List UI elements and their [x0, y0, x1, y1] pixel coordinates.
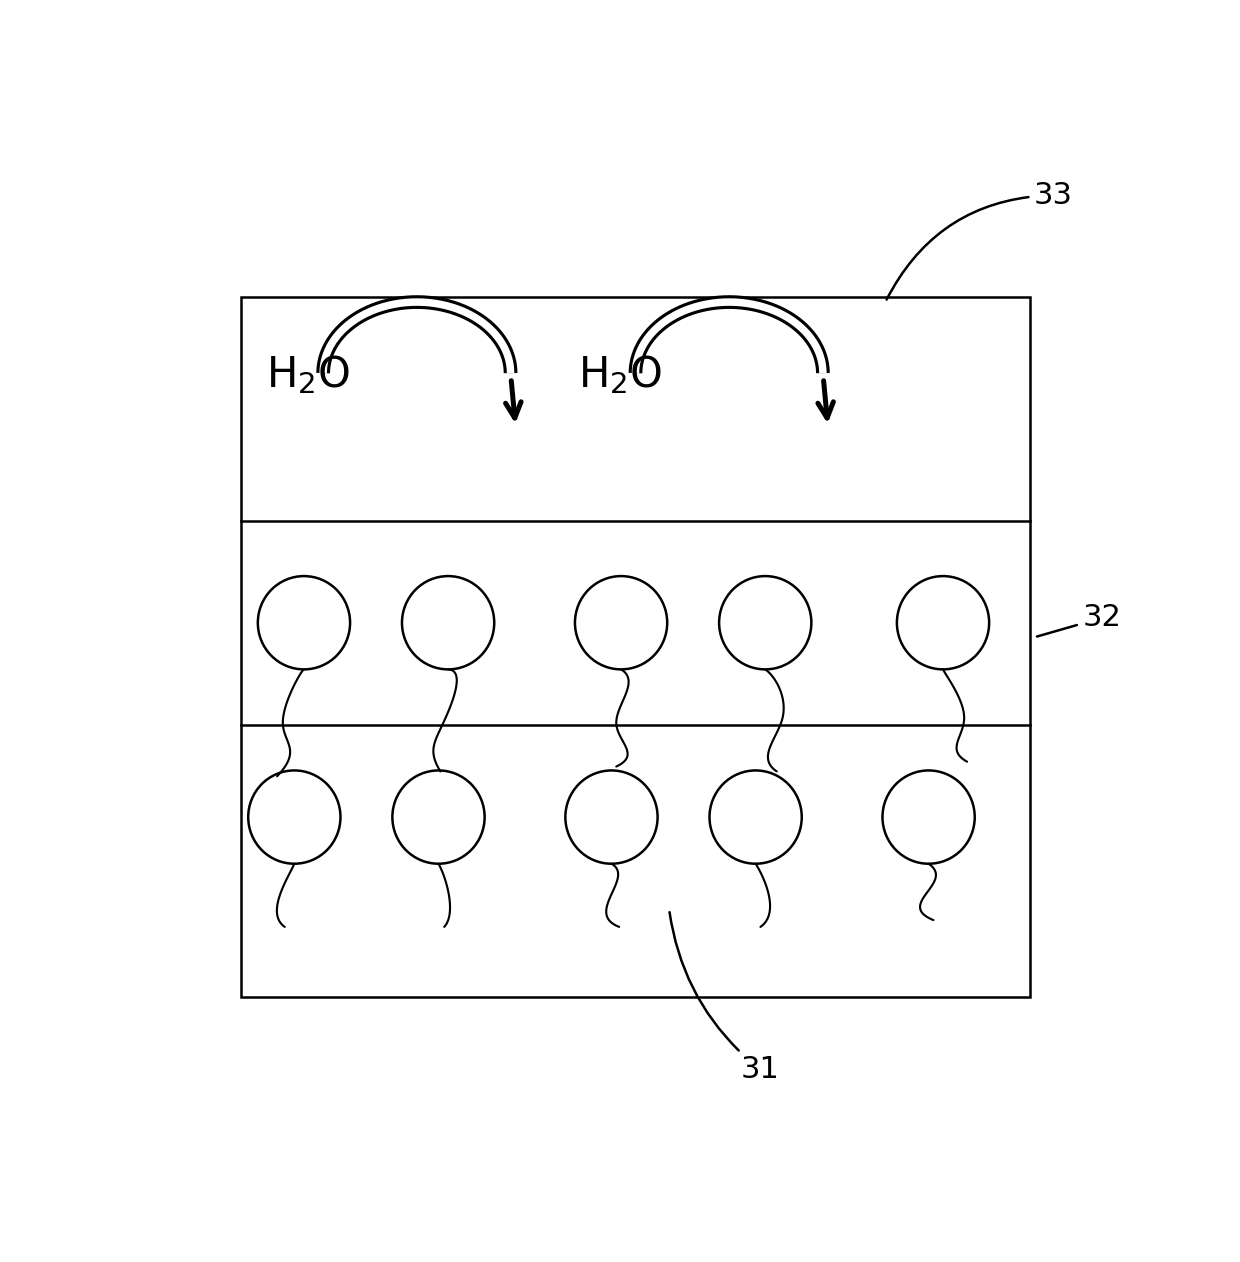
Text: H$_2$O: H$_2$O: [578, 353, 662, 396]
Text: H$_2$O: H$_2$O: [265, 353, 350, 396]
Text: 32: 32: [1037, 603, 1121, 636]
Text: 31: 31: [670, 912, 780, 1084]
Bar: [242, 298, 1029, 997]
Text: 33: 33: [887, 180, 1073, 299]
